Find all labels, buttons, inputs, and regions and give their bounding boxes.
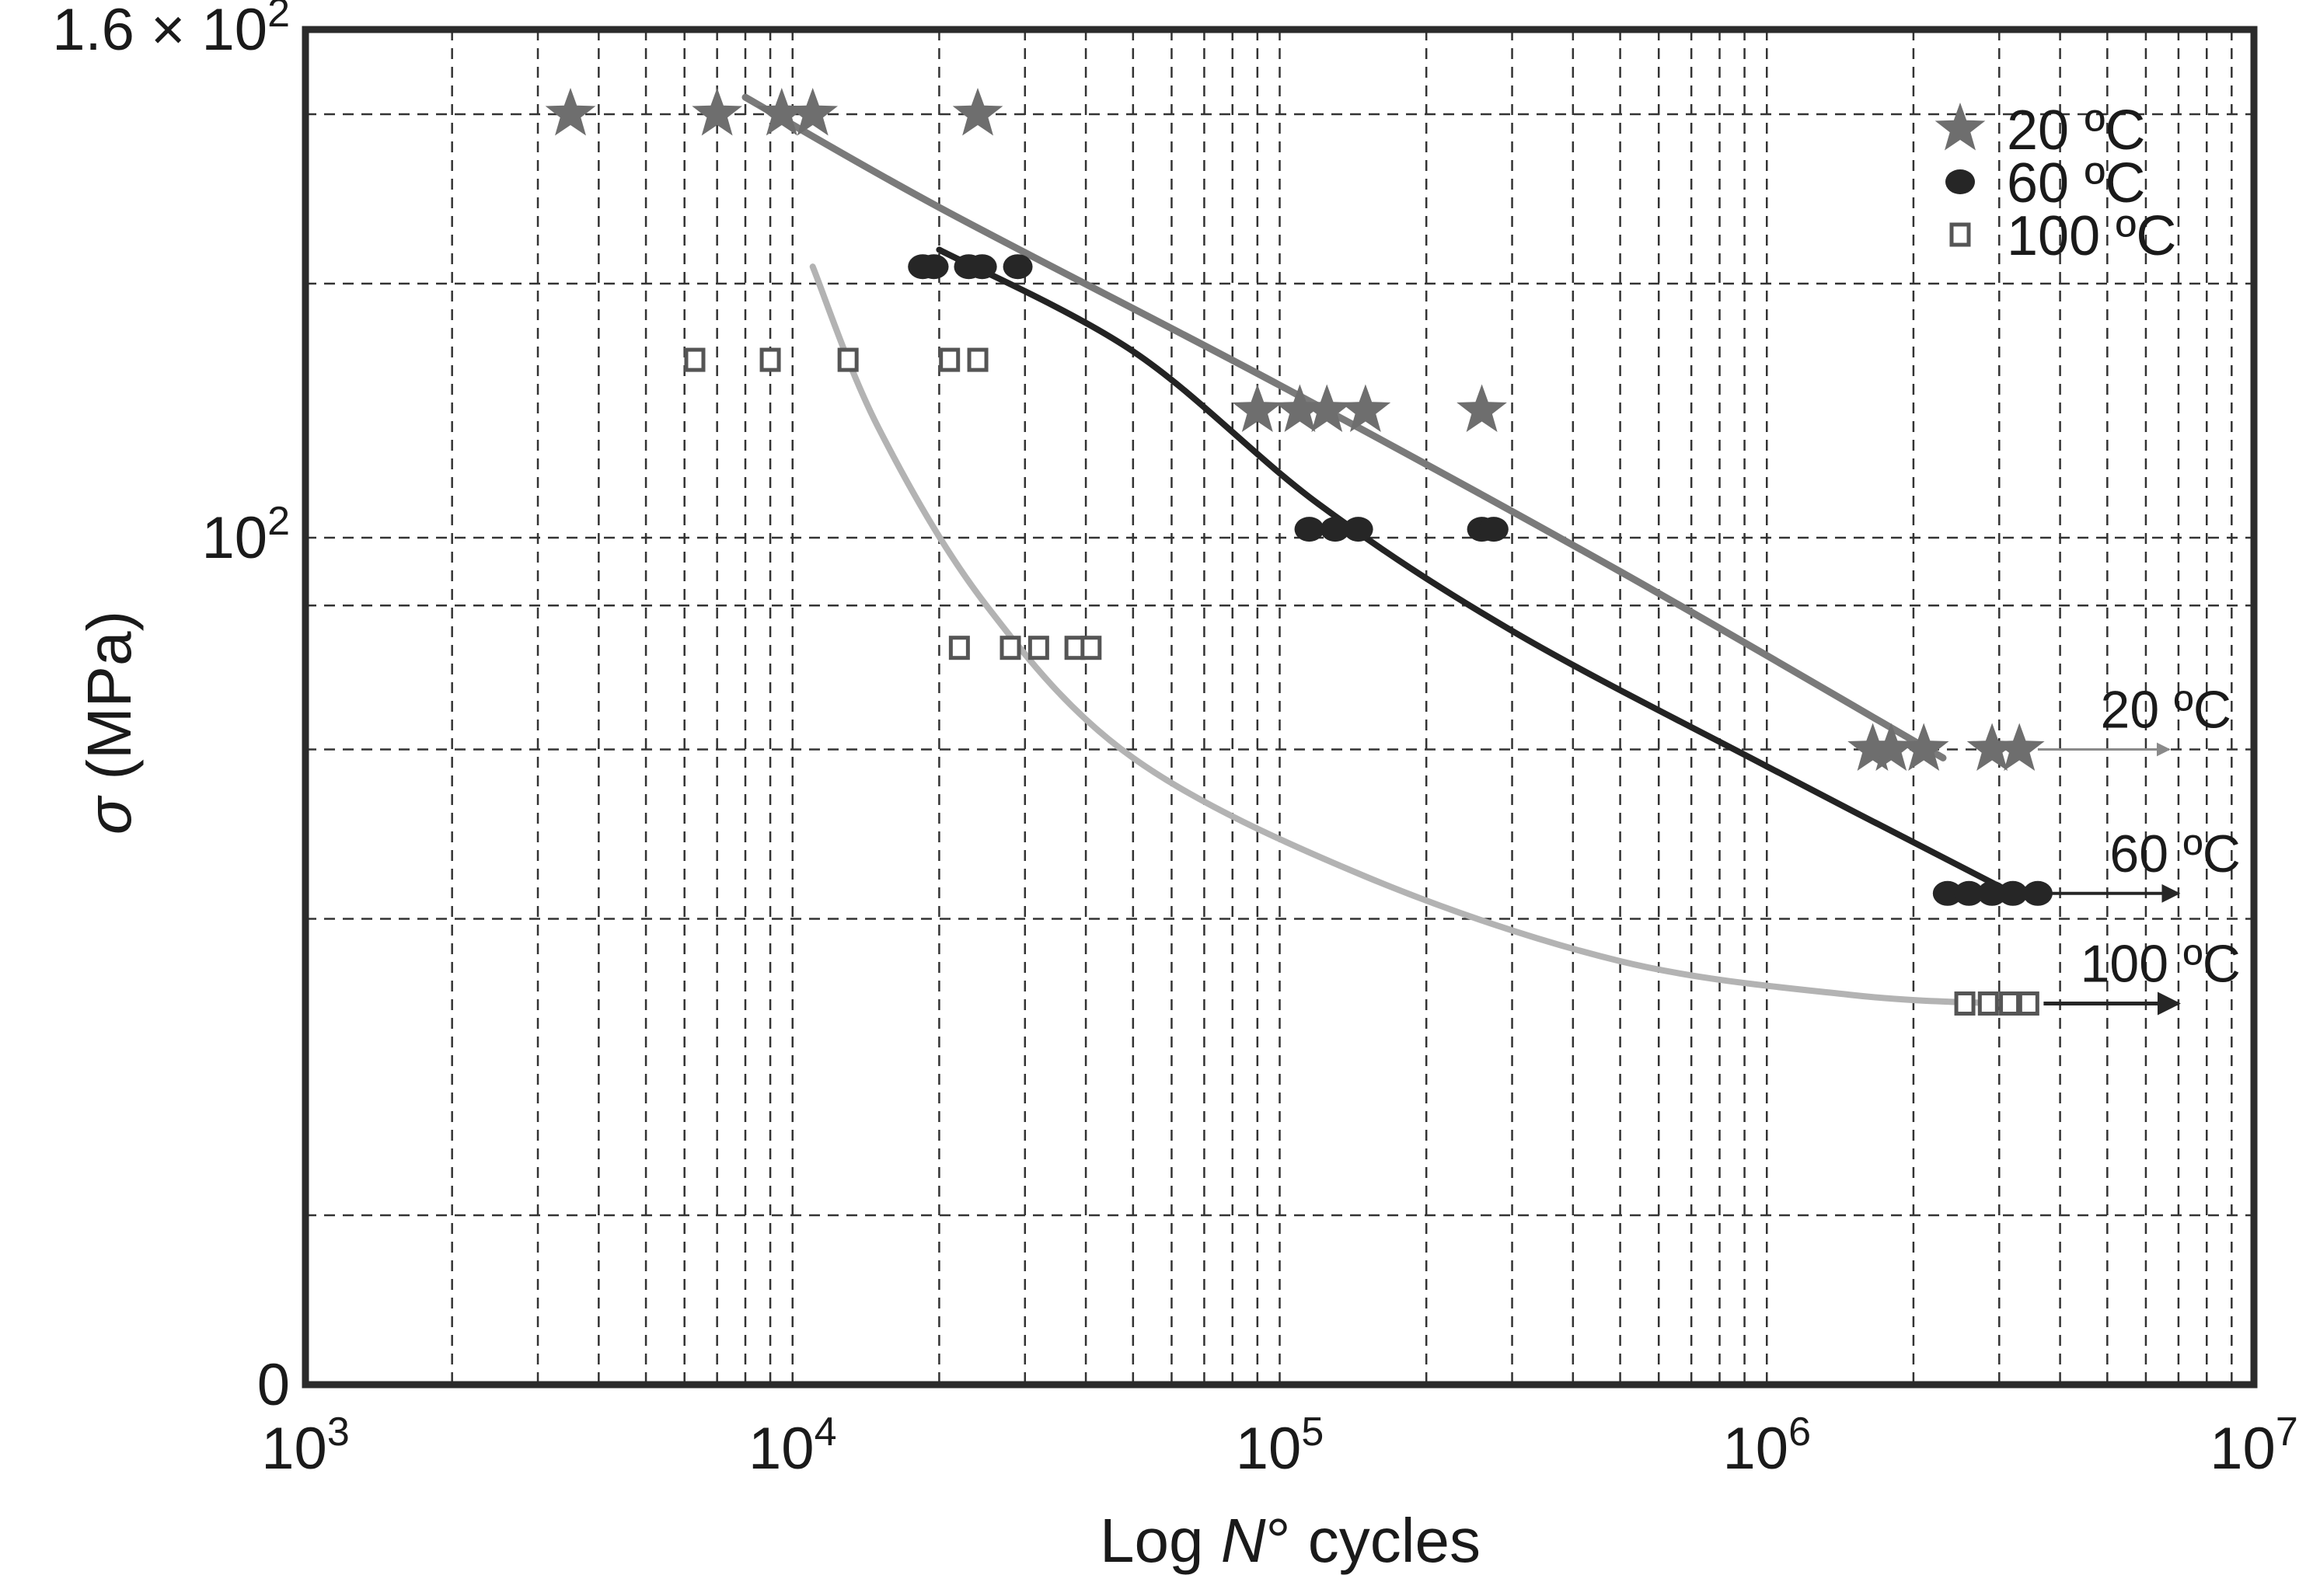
data-point-star: [1966, 723, 2018, 771]
y-axis-title: σ (MPa): [75, 611, 144, 835]
data-point-square: [1000, 636, 1021, 660]
legend-marker-star: [1934, 103, 1986, 151]
data-point-circle: [1320, 517, 1350, 542]
legend-marker-circle: [1945, 169, 1975, 194]
runout-label: 60 ºC: [2109, 824, 2240, 883]
data-point-star: [1898, 723, 1949, 771]
runout-arrows: 20 ºC 60 ºC 100 ºC: [2037, 681, 2241, 1016]
x-tick-label: 107: [2210, 1410, 2297, 1482]
y-tick-prefix: 0: [257, 1352, 290, 1418]
data-point-circle: [1932, 880, 1962, 906]
fit-curve-60c: [936, 246, 2016, 897]
data-point-circle: [2022, 880, 2053, 906]
y-tick-exp: 2: [267, 0, 290, 36]
x-tick-exp: 5: [1301, 1410, 1324, 1455]
data-point-circle: [1003, 254, 1033, 280]
data-point-square: [1977, 991, 1999, 1016]
data-point-square: [2018, 991, 2039, 1016]
fit-curve-20c: [741, 93, 1947, 761]
x-axis-title: Log N° cycles: [1100, 1506, 1481, 1575]
y-tick-label: 1.6 × 102: [52, 0, 290, 63]
legend-label: 60 ºC: [2007, 152, 2145, 214]
data-point-square: [837, 347, 859, 372]
y-tick-exp: 2: [267, 499, 290, 544]
data-point-star: [952, 88, 1003, 136]
y-tick-base: 10: [202, 505, 268, 571]
data-point-square: [684, 347, 706, 372]
x-tick-exp: 7: [2276, 1410, 2298, 1455]
data-point-star: [1457, 384, 1507, 432]
x-tick-base: 10: [261, 1416, 327, 1482]
data-point-square: [759, 347, 781, 372]
data-point-star: [692, 88, 742, 136]
y-tick-prefix: 1.6 ×: [52, 0, 201, 63]
data-point-square: [1027, 636, 1049, 660]
x-tick-exp: 3: [327, 1410, 350, 1455]
legend-marker-square: [1949, 222, 1971, 247]
y-tick-label: 0: [257, 1352, 290, 1418]
data-point-star: [1340, 384, 1391, 432]
data-point-square: [939, 347, 961, 372]
data-point-square: [1080, 636, 1102, 660]
data-point-circle: [1478, 517, 1509, 542]
x-tick-label: 103: [261, 1410, 349, 1482]
data-point-square: [1999, 991, 2021, 1016]
data-point-star: [787, 88, 838, 136]
x-tick-exp: 4: [815, 1410, 837, 1455]
y-tick-base: 10: [202, 0, 268, 63]
runout-label: 20 ºC: [2101, 681, 2231, 740]
x-tick-label: 104: [748, 1410, 836, 1482]
x-tick-exp: 6: [1788, 1410, 1811, 1455]
data-point-circle: [919, 254, 949, 280]
y-tick-label: 102: [202, 499, 290, 571]
data-point-star: [1865, 723, 1917, 771]
data-point-circle: [1954, 880, 1984, 906]
data-point-star: [1232, 384, 1283, 432]
data-point-circle: [1977, 880, 2008, 906]
data-point-circle: [967, 254, 997, 280]
data-point-star: [1301, 384, 1352, 432]
data-point-star: [1847, 723, 1898, 771]
data-point-star: [756, 88, 808, 136]
legend-label: 100 ºC: [2007, 205, 2176, 267]
x-tick-base: 10: [748, 1416, 815, 1482]
data-point-circle: [1343, 517, 1373, 542]
data-point-star: [545, 88, 596, 136]
data-point-star: [1275, 384, 1325, 432]
data-point-square: [948, 636, 970, 660]
data-point-star: [1994, 723, 2045, 771]
data-points: [545, 88, 2053, 1016]
x-tick-base: 10: [1723, 1416, 1789, 1482]
data-point-square: [967, 347, 989, 372]
x-tick-base: 10: [2210, 1416, 2276, 1482]
fit-curve-100c: [809, 263, 2003, 1007]
runout-label: 100 ºC: [2081, 935, 2241, 994]
data-point-circle: [1997, 880, 2028, 906]
plot-frame: [302, 26, 2258, 1389]
x-tick-base: 10: [1236, 1416, 1302, 1482]
data-point-circle: [1294, 517, 1324, 542]
fit-curves: [741, 93, 2016, 1007]
x-tick-label: 105: [1236, 1410, 1324, 1482]
x-tick-label: 106: [1723, 1410, 1811, 1482]
data-point-square: [1954, 991, 1976, 1016]
legend-label: 20 ºC: [2007, 99, 2145, 162]
